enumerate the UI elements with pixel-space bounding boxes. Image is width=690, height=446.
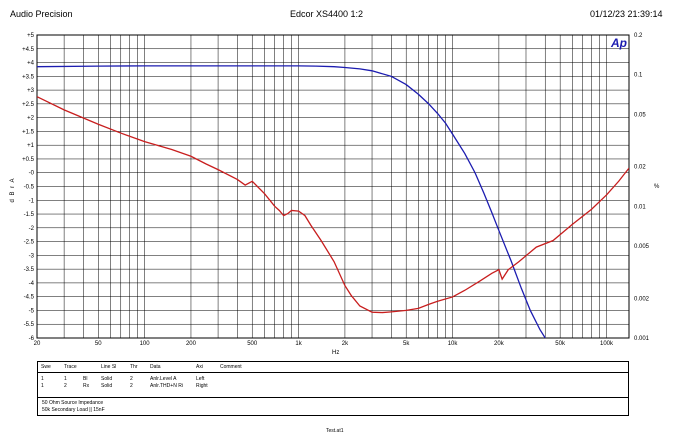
legend-header-line: Line Sl bbox=[101, 364, 117, 370]
left-tick-label: +4 bbox=[27, 61, 35, 67]
right-tick-label: 0.01 bbox=[634, 204, 646, 210]
right-tick-label: 0.1 bbox=[634, 73, 643, 79]
right-tick-label: 0.001 bbox=[634, 336, 650, 342]
legend-divider bbox=[38, 397, 628, 398]
legend-cell: Anlr.Level A bbox=[150, 376, 177, 382]
x-tick-label: 50 bbox=[95, 341, 102, 347]
left-tick-label: -4.5 bbox=[24, 295, 35, 301]
series-group bbox=[37, 65, 629, 338]
left-tick-label: -4 bbox=[29, 281, 35, 287]
legend-header-thr: Thr bbox=[130, 364, 138, 370]
level-response-line bbox=[37, 65, 546, 338]
left-tick-label: -5 bbox=[29, 308, 35, 314]
header-left-title: Audio Precision bbox=[10, 9, 73, 19]
x-tick-label: 10k bbox=[448, 341, 459, 347]
legend-cell: Solid bbox=[101, 383, 113, 389]
legend-header-axis: Axi bbox=[196, 364, 203, 370]
x-tick-label: 50k bbox=[555, 341, 566, 347]
x-tick-label: 5k bbox=[403, 341, 410, 347]
grid bbox=[37, 35, 629, 338]
legend-divider bbox=[38, 372, 628, 373]
chart: 20 50 100 200 500 1k 2k 5k 10k 20k 50k 100k +5 +4.5 +4… bbox=[10, 33, 660, 356]
legend-cell: Left bbox=[196, 376, 205, 382]
legend-header-trace: Trace bbox=[64, 364, 77, 370]
legend-header-comment: Comment bbox=[220, 364, 242, 370]
right-tick-label: 0.005 bbox=[634, 244, 650, 250]
left-tick-label: +0.5 bbox=[22, 157, 35, 163]
legend-note: 50k Secondary Load || 15nF bbox=[42, 407, 105, 413]
ap-logo: Ap bbox=[610, 36, 627, 50]
x-tick-label: 1k bbox=[295, 341, 302, 347]
legend-row: 1 2 Rx Solid 2 Anlr.THD+N Ri Right bbox=[38, 383, 628, 390]
legend-cell: 1 bbox=[41, 383, 44, 389]
x-tick-label: 20 bbox=[34, 341, 41, 347]
right-tick-label: 0.05 bbox=[634, 112, 646, 118]
left-tick-label: +5 bbox=[27, 33, 35, 39]
legend-cell: 2 bbox=[64, 383, 67, 389]
legend-header-row: Swe Trace Line Sl Thr Data Axi Comment bbox=[38, 364, 628, 371]
legend-cell: Rx bbox=[83, 383, 90, 389]
legend-note: 50 Ohm Source Impedance bbox=[42, 400, 104, 406]
left-tick-label: +1.5 bbox=[22, 129, 35, 135]
thdn-line bbox=[37, 96, 629, 314]
left-tick-label: -2.5 bbox=[24, 240, 35, 246]
x-tick-label: 2k bbox=[342, 341, 349, 347]
left-tick-label: +3.5 bbox=[22, 74, 35, 80]
legend-cell: 2 bbox=[130, 383, 133, 389]
x-tick-label: 500 bbox=[247, 341, 258, 347]
right-tick-label: 0.002 bbox=[634, 296, 650, 302]
legend-cell: Solid bbox=[101, 376, 113, 382]
x-axis-label: Hz bbox=[332, 350, 339, 356]
left-tick-label: +3 bbox=[27, 88, 35, 94]
left-axis-label: d B r A bbox=[10, 177, 16, 202]
left-tick-label: +1 bbox=[27, 143, 35, 149]
legend-cell: Right bbox=[196, 383, 208, 389]
x-tick-label: 200 bbox=[186, 341, 197, 347]
right-tick-label: 0.02 bbox=[634, 165, 646, 171]
header-chart-title: Edcor XS4400 1:2 bbox=[290, 9, 364, 19]
left-tick-label: -3 bbox=[29, 253, 35, 259]
legend-cell: 2 bbox=[130, 376, 133, 382]
left-tick-label: -1 bbox=[29, 198, 35, 204]
legend-header-data: Data bbox=[150, 364, 161, 370]
left-tick-label: -3.5 bbox=[24, 267, 35, 273]
left-tick-label: +2.5 bbox=[22, 102, 35, 108]
left-tick-label: -1.5 bbox=[24, 212, 35, 218]
legend-cell: 1 bbox=[64, 376, 67, 382]
legend-row: 1 1 Bl Solid 2 Anlr.Level A Left bbox=[38, 376, 628, 383]
right-tick-label: 0.2 bbox=[634, 33, 643, 39]
left-tick-label: -2 bbox=[29, 226, 35, 232]
plot-frame bbox=[36, 34, 630, 339]
left-tick-label: -0 bbox=[29, 171, 35, 177]
right-axis-label: % bbox=[654, 184, 660, 190]
tick-labels: 20 50 100 200 500 1k 2k 5k 10k 20k 50k 100k +5 +4.5 +4… bbox=[22, 33, 650, 347]
legend-table: Swe Trace Line Sl Thr Data Axi Comment 1… bbox=[37, 361, 629, 416]
left-tick-label: -0.5 bbox=[24, 185, 35, 191]
legend-header-swe: Swe bbox=[41, 364, 51, 370]
header-timestamp: 01/12/23 21:39:14 bbox=[590, 9, 663, 19]
x-tick-label: 100k bbox=[600, 341, 614, 347]
x-tick-label: 100 bbox=[140, 341, 151, 347]
legend-cell: Anlr.THD+N Ri bbox=[150, 383, 183, 389]
left-tick-label: +2 bbox=[27, 116, 35, 122]
legend-cell: Bl bbox=[83, 376, 88, 382]
legend-cell: 1 bbox=[41, 376, 44, 382]
x-tick-label: 20k bbox=[494, 341, 505, 347]
footer-filename: Test.at1 bbox=[326, 428, 344, 434]
left-tick-label: -5.5 bbox=[24, 322, 35, 328]
left-tick-label: -6 bbox=[29, 336, 35, 342]
left-tick-label: +4.5 bbox=[22, 47, 35, 53]
